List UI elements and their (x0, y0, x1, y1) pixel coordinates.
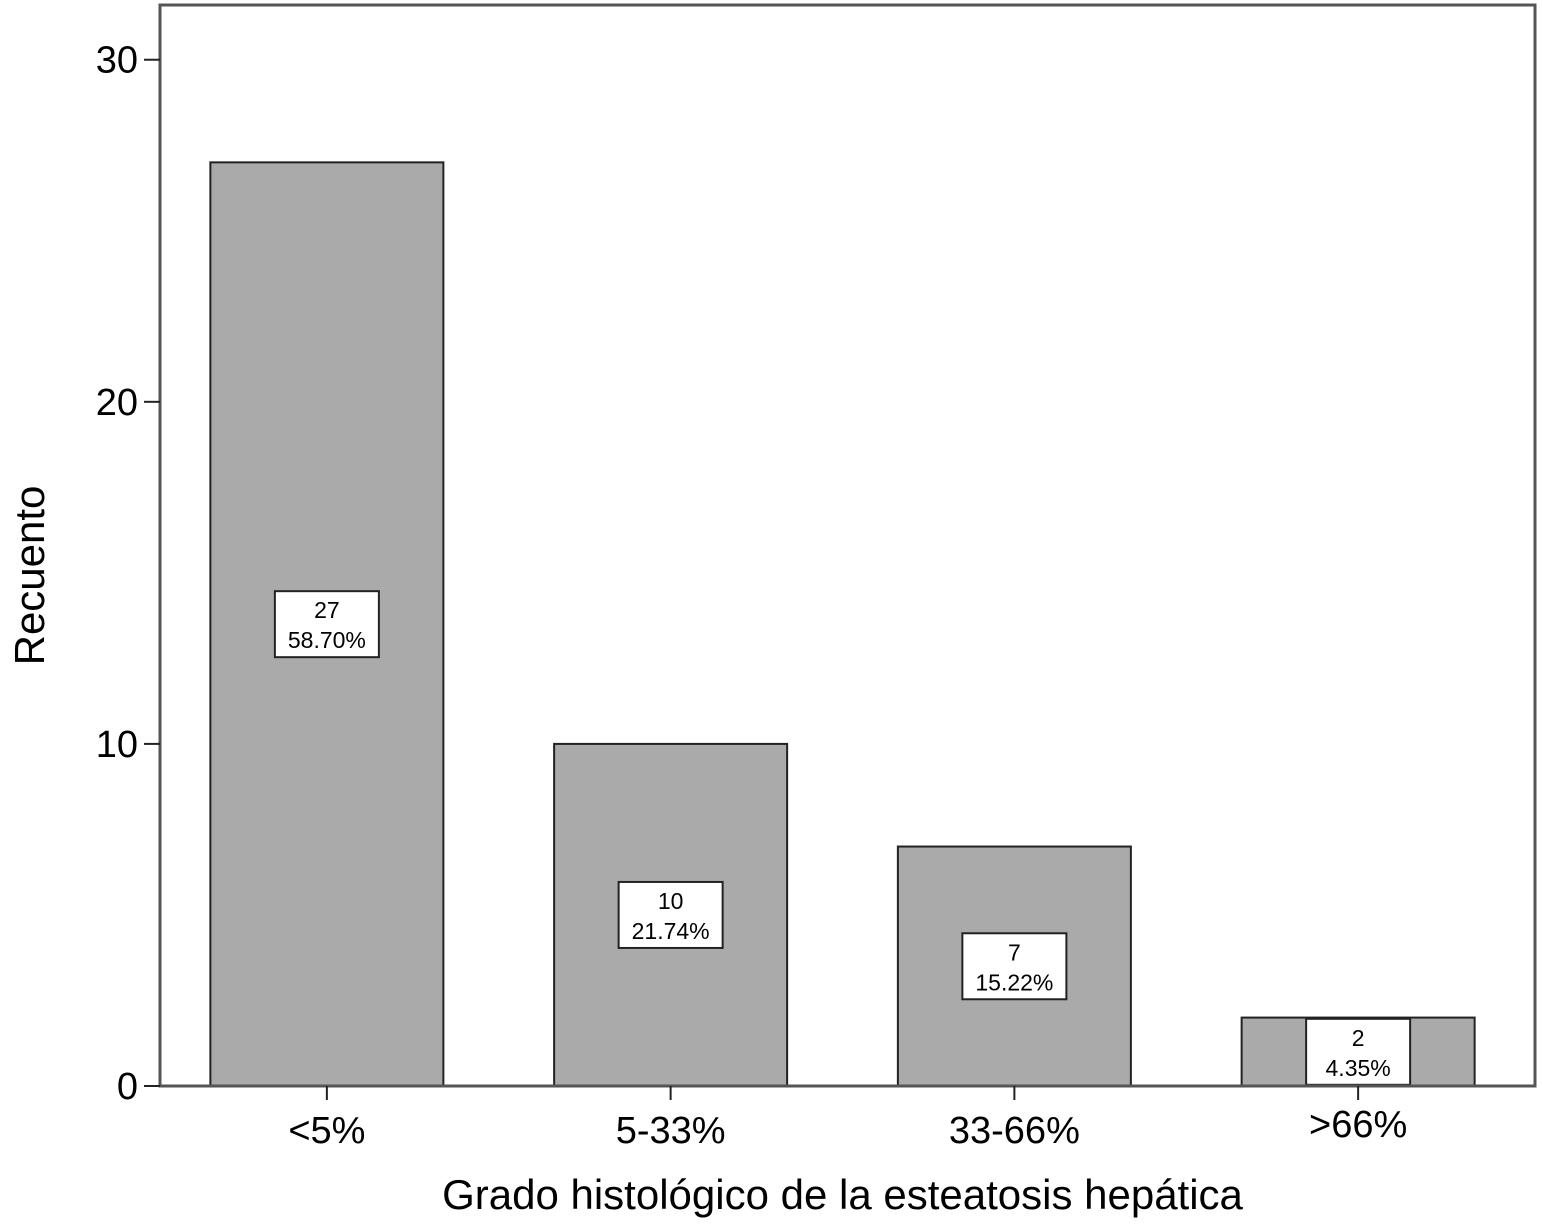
data-label-percent: 4.35% (1326, 1055, 1391, 1081)
data-label-box (1305, 1017, 1412, 1086)
y-tick-label: 0 (117, 1066, 138, 1108)
y-axis-title: Recuento (6, 486, 53, 666)
y-axis-ticks: 0 10 20 30 (96, 40, 160, 1108)
x-axis-ticks: <5% 5-33% 33-66% >66% (288, 1086, 1407, 1152)
data-label-percent: 15.22% (975, 969, 1053, 995)
data-labels-layer: 27 58.70% 10 21.74% 7 15.22% 2 4.35% (273, 590, 1412, 1086)
plot-frame (158, 3, 1537, 1088)
data-label-1: 10 21.74% (617, 880, 724, 949)
x-axis-title: Grado histológico de la esteatosis hepát… (442, 1171, 1243, 1218)
x-tick-label: >66% (1309, 1104, 1407, 1146)
x-tick-label: 5-33% (616, 1110, 726, 1152)
y-tick-label: 10 (96, 724, 138, 766)
x-tick-label: 33-66% (949, 1110, 1080, 1152)
data-label-box (617, 880, 724, 949)
data-label-2: 7 15.22% (961, 932, 1068, 1001)
x-tick-label: <5% (288, 1110, 365, 1152)
y-tick-label: 30 (96, 40, 138, 82)
data-label-percent: 21.74% (632, 918, 710, 944)
data-label-3: 2 4.35% (1305, 1017, 1412, 1086)
bars-layer (209, 161, 1476, 1087)
data-label-box (961, 932, 1068, 1001)
data-label-percent: 58.70% (288, 627, 366, 653)
data-label-0: 27 58.70% (273, 590, 380, 659)
data-label-count: 27 (314, 597, 340, 623)
data-label-count: 7 (1008, 939, 1021, 965)
y-tick-label: 20 (96, 382, 138, 424)
data-label-box (273, 590, 380, 659)
data-label-count: 10 (658, 888, 684, 914)
data-label-count: 2 (1352, 1025, 1365, 1051)
